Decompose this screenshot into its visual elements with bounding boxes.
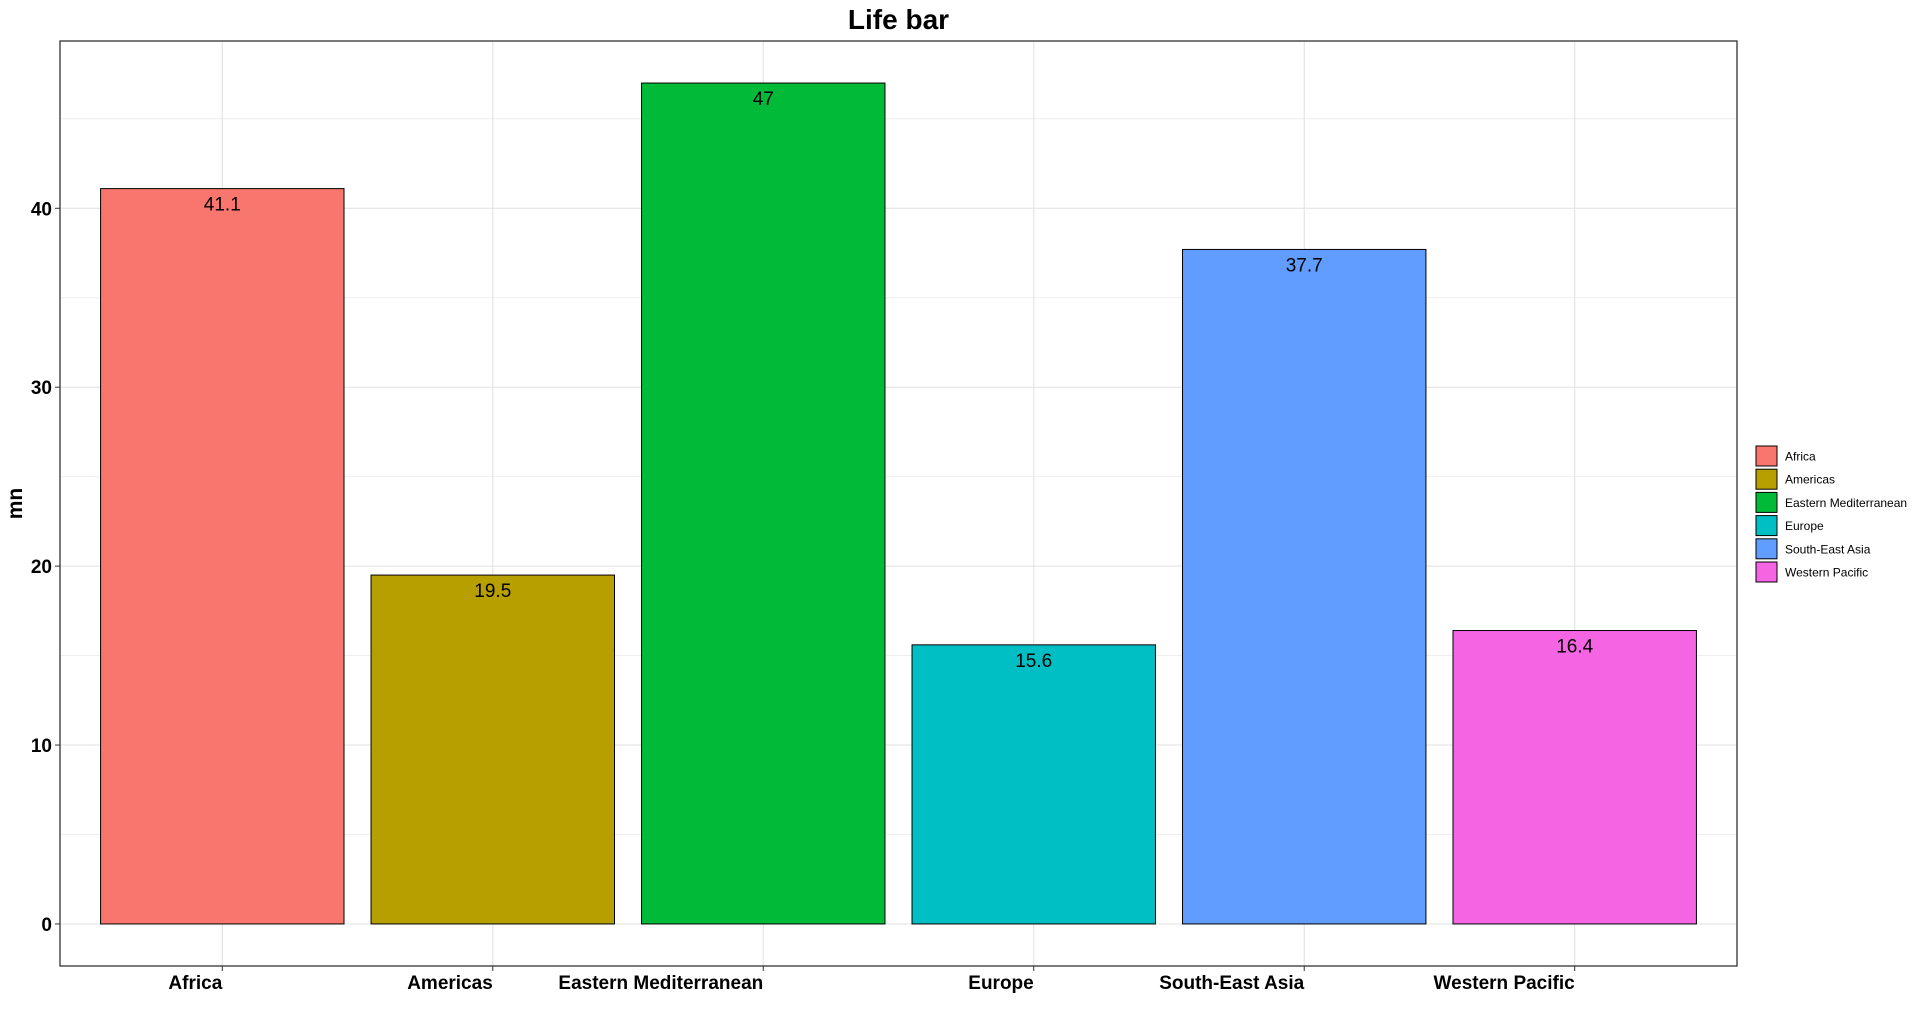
y-axis: 0 10 20 30 40 [31, 199, 60, 936]
bar [1182, 248, 1427, 925]
y-tick-label: 30 [31, 378, 52, 399]
legend-key [1755, 491, 1778, 513]
data-label: 47 [753, 89, 774, 110]
x-tick-label: Americas [407, 973, 493, 994]
y-tick-label: 10 [31, 736, 52, 757]
data-labels: 41.1 19.5 47 15.6 37.7 16.4 [204, 89, 1594, 672]
legend-key [1755, 515, 1778, 537]
legend-key [1755, 468, 1778, 490]
x-tick-label: Eastern Mediterranean [558, 973, 763, 994]
x-axis: Africa Americas Eastern Mediterranean Europ… [168, 966, 1576, 994]
legend-label: Africa [1785, 450, 1816, 464]
legend-label: South-East Asia [1785, 542, 1871, 556]
legend-key [1755, 561, 1778, 583]
bars [100, 82, 1697, 925]
legend: Africa Americas Eastern Mediterranean Europ… [1755, 445, 1907, 583]
bar [1452, 630, 1697, 925]
legend-label: Americas [1785, 473, 1835, 487]
legend-label: Europe [1785, 519, 1824, 533]
data-label: 41.1 [204, 195, 241, 216]
bar [641, 82, 886, 925]
y-tick-label: 0 [41, 915, 52, 936]
x-tick-label: South-East Asia [1159, 973, 1304, 994]
data-label: 15.6 [1015, 651, 1052, 672]
data-label: 16.4 [1556, 637, 1593, 658]
legend-label: Western Pacific [1785, 566, 1868, 580]
chart-title: Life bar [848, 4, 949, 35]
data-label: 19.5 [474, 581, 511, 602]
x-tick-label: Europe [968, 973, 1033, 994]
bar [100, 188, 345, 925]
legend-label: Eastern Mediterranean [1785, 496, 1907, 510]
legend-key [1755, 538, 1778, 560]
x-tick-label: Africa [168, 973, 222, 994]
y-tick-label: 40 [31, 199, 52, 220]
bar [911, 644, 1156, 925]
y-tick-label: 20 [31, 557, 52, 578]
plot-border [59, 40, 1738, 967]
legend-key [1755, 445, 1778, 467]
x-tick-label: Western Pacific [1434, 973, 1576, 994]
data-label: 37.7 [1286, 255, 1323, 276]
y-axis-title: mn [4, 488, 27, 520]
bar [370, 574, 615, 925]
